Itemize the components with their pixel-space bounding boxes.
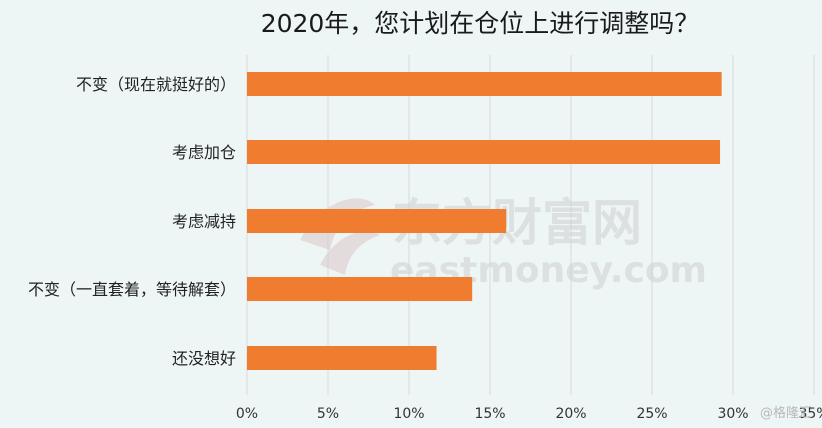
category-label: 还没想好: [172, 349, 236, 368]
chart-title: 2020年，您计划在仓位上进行调整吗？: [261, 9, 700, 38]
category-label: 不变（现在就挺好的）: [76, 75, 236, 94]
x-tick-label: 5%: [317, 406, 339, 422]
x-tick-label: 0%: [236, 406, 258, 422]
x-tick-label: 20%: [555, 406, 586, 422]
x-tick-label: 25%: [636, 406, 667, 422]
x-tick-label: 15%: [474, 406, 505, 422]
x-axis-tick-labels: 0% 5% 10% 15% 20% 25% 30% 35%: [236, 406, 822, 422]
bars: [247, 72, 722, 370]
bar: [247, 209, 507, 233]
bar: [247, 277, 473, 301]
bar: [247, 346, 437, 370]
category-label: 考虑加仓: [172, 143, 236, 162]
category-label: 考虑减持: [172, 212, 236, 231]
category-label: 不变（一直套着，等待解套）: [28, 280, 236, 299]
x-tick-label: 30%: [717, 406, 748, 422]
x-tick-label: 10%: [393, 406, 424, 422]
watermark: 东方财富网 eastmoney.com: [300, 194, 707, 291]
bar: [247, 72, 722, 96]
source-credit: @格隆汇: [760, 405, 812, 421]
bar: [247, 140, 721, 164]
x-tick-label: 35%: [798, 406, 822, 422]
